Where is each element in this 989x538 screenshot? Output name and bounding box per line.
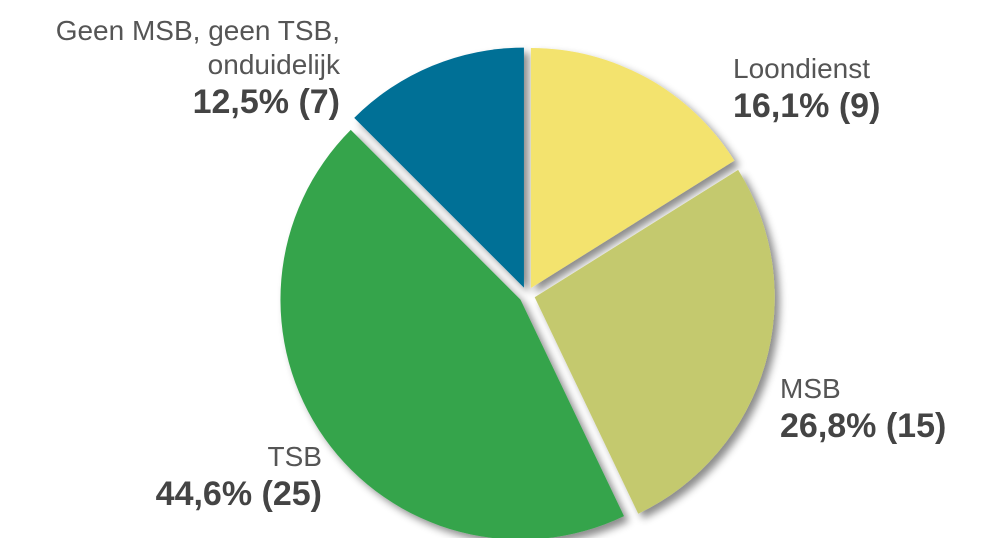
pie-slice <box>534 169 775 514</box>
pie-slice <box>530 48 735 289</box>
category-label: TSB <box>267 441 322 472</box>
category-label: Geen MSB, geen TSB, onduidelijk <box>55 15 340 80</box>
value-label: 16,1% (9) <box>733 87 881 125</box>
category-label: Loondienst <box>733 53 871 84</box>
value-label: 44,6% (25) <box>155 475 322 513</box>
slice-label: TSB 44,6% (25) <box>156 440 322 514</box>
slice-label: Loondienst 16,1% (9) <box>733 52 880 126</box>
slice-label: Geen MSB, geen TSB, onduidelijk 12,5% (7) <box>0 14 340 122</box>
value-label: 26,8% (15) <box>780 407 947 445</box>
slice-label: MSB 26,8% (15) <box>780 372 946 446</box>
pie-slice <box>354 47 524 288</box>
value-label: 12,5% (7) <box>192 83 340 121</box>
category-label: MSB <box>780 373 841 404</box>
slices <box>280 47 775 538</box>
pie-slice <box>280 129 625 538</box>
